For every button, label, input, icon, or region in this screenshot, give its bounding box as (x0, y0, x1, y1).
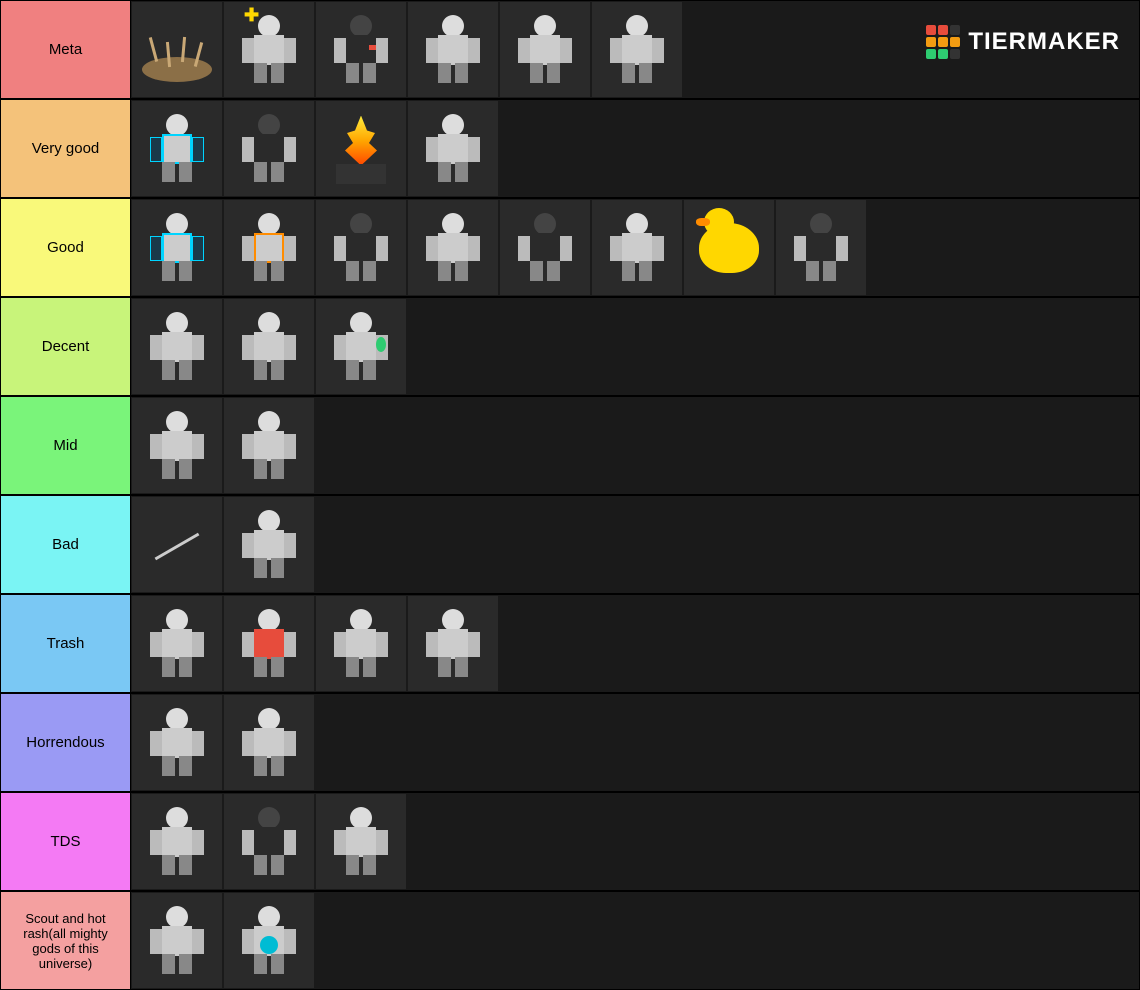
tds-unit-1[interactable] (132, 794, 222, 889)
blocky-unit[interactable] (408, 200, 498, 295)
soldier-unit-2[interactable] (408, 101, 498, 196)
tds-unit-3[interactable] (316, 794, 406, 889)
drone-unit[interactable] (776, 200, 866, 295)
logo-cell (926, 25, 936, 35)
tier-items-container[interactable] (131, 892, 1139, 989)
sniper-unit[interactable] (500, 2, 590, 97)
gray-unit-2[interactable] (408, 596, 498, 691)
soldier-unit-3[interactable] (132, 596, 222, 691)
chem-unit[interactable] (316, 299, 406, 394)
heavy-unit-2[interactable] (132, 299, 222, 394)
scout-unit[interactable] (132, 893, 222, 988)
tier-items-container[interactable] (131, 595, 1139, 692)
tier-label[interactable]: Bad (1, 496, 131, 593)
logo-cell (938, 37, 948, 47)
tier-items-container[interactable] (131, 694, 1139, 791)
tier-label[interactable]: Scout and hot rash(all mighty gods of th… (1, 892, 131, 989)
dual-unit[interactable] (592, 200, 682, 295)
cross-unit[interactable] (316, 200, 406, 295)
medic-unit[interactable] (224, 2, 314, 97)
logo-cell (926, 49, 936, 59)
tier-items-container[interactable] (131, 298, 1139, 395)
tier-items-container[interactable] (131, 100, 1139, 197)
tech-unit-2[interactable] (132, 200, 222, 295)
rash-unit[interactable] (224, 893, 314, 988)
tier-row: TDS (0, 792, 1140, 891)
tier-items-container[interactable] (131, 496, 1139, 593)
heavy-unit-1[interactable] (408, 2, 498, 97)
weak-unit-2[interactable] (224, 695, 314, 790)
trap-unit[interactable] (132, 2, 222, 97)
ranged-unit[interactable] (224, 398, 314, 493)
tier-items-container[interactable] (131, 793, 1139, 890)
spear-unit[interactable] (132, 497, 222, 592)
basic-unit-1[interactable] (132, 398, 222, 493)
tier-row: Scout and hot rash(all mighty gods of th… (0, 891, 1140, 990)
logo-cell (938, 25, 948, 35)
tech-unit-1[interactable] (132, 101, 222, 196)
riot-unit[interactable] (316, 2, 406, 97)
basic-unit-2[interactable] (224, 497, 314, 592)
tier-label[interactable]: Horrendous (1, 694, 131, 791)
tier-row: Very good (0, 99, 1140, 198)
soldier-unit-1[interactable] (592, 2, 682, 97)
tier-label[interactable]: Good (1, 199, 131, 296)
tier-row: Bad (0, 495, 1140, 594)
tier-label[interactable]: TDS (1, 793, 131, 890)
logo-cell (926, 37, 936, 47)
campfire-unit[interactable] (316, 101, 406, 196)
tier-items-container[interactable] (131, 397, 1139, 494)
logo-cell (950, 49, 960, 59)
logo-cell (950, 37, 960, 47)
tier-row: Trash (0, 594, 1140, 693)
logo-cell (950, 25, 960, 35)
tiermaker-logo: TIERMAKER (926, 25, 1120, 59)
tier-row: Decent (0, 297, 1140, 396)
logo-cell (938, 49, 948, 59)
red-unit[interactable] (224, 596, 314, 691)
tier-row: Good (0, 198, 1140, 297)
mech-unit[interactable] (224, 200, 314, 295)
tier-label[interactable]: Very good (1, 100, 131, 197)
weak-unit-1[interactable] (132, 695, 222, 790)
tds-unit-2[interactable] (224, 794, 314, 889)
logo-grid-icon (926, 25, 960, 59)
tier-row: Horrendous (0, 693, 1140, 792)
tier-row: Mid (0, 396, 1140, 495)
logo-text: TIERMAKER (968, 28, 1120, 56)
tier-label[interactable]: Mid (1, 397, 131, 494)
tier-label[interactable]: Meta (1, 1, 131, 98)
tier-label[interactable]: Trash (1, 595, 131, 692)
tier-items-container[interactable] (131, 199, 1139, 296)
dark-unit-1[interactable] (224, 101, 314, 196)
duck-unit[interactable] (684, 200, 774, 295)
gunner-unit-1[interactable] (224, 299, 314, 394)
tier-list-container: MetaVery goodGoodDecentMidBadTrashHorren… (0, 0, 1140, 990)
tier-label[interactable]: Decent (1, 298, 131, 395)
gray-unit-1[interactable] (316, 596, 406, 691)
turret-unit[interactable] (500, 200, 590, 295)
